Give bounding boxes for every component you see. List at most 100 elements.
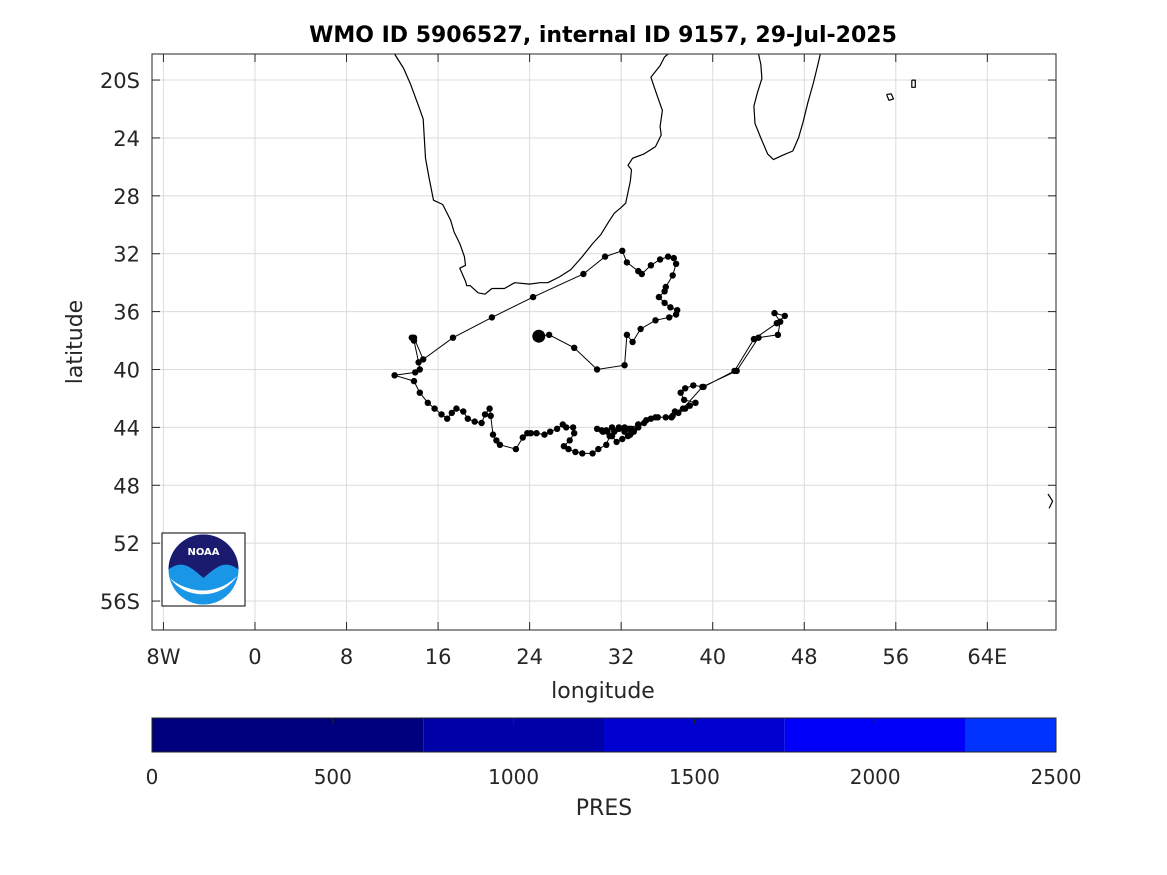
trajectory-detail-point-28 — [580, 270, 587, 278]
trajectory-detail-point-17 — [669, 272, 676, 279]
x-tick-label-9: 64E — [967, 645, 1007, 669]
trajectory-point-77 — [652, 414, 659, 421]
trajectory-point-62 — [690, 382, 697, 389]
trajectory-detail-point-29 — [529, 293, 537, 301]
trajectory-point-74 — [679, 405, 687, 412]
colorbar-segment-4 — [965, 718, 1056, 752]
x-tick-label-8: 56 — [882, 645, 909, 669]
y-tick-label-7: 48 — [113, 474, 140, 498]
y-tick-label-2: 28 — [113, 185, 140, 209]
trajectory-point-37 — [560, 443, 568, 450]
trajectory-point-16 — [471, 418, 478, 425]
logo-wave — [170, 576, 237, 595]
y-tick-label-6: 44 — [113, 416, 140, 440]
trajectory-detail-point-12 — [667, 304, 674, 311]
trajectory-point-25 — [519, 434, 526, 441]
trajectory-detail-point-5 — [623, 331, 631, 338]
y-tick-label-9: 56S — [100, 590, 140, 614]
trajectory-point-71 — [755, 334, 762, 341]
colorbar-ticks: 0 500 1000 1500 2000 2500 — [146, 718, 1082, 789]
trajectory-detail-point-4 — [621, 362, 628, 369]
y-tick-label-8: 52 — [113, 532, 140, 556]
coastline-reunion-island — [886, 93, 895, 101]
x-tick-label-7: 48 — [791, 645, 818, 669]
trajectory-point-6 — [410, 377, 418, 385]
x-tick-label-2: 8 — [340, 645, 353, 669]
trajectory-point-12 — [448, 409, 455, 417]
map-axes: 8W 0 8 16 24 32 40 48 56 64E 20S 24 28 32 36 40 44 48 52 5… — [100, 53, 1057, 669]
trajectory-detail-point-13 — [661, 299, 668, 307]
trajectory-point-34 — [569, 424, 577, 431]
trajectory-detail-point-26 — [619, 247, 626, 254]
trajectory-detail-point-31 — [449, 334, 457, 341]
trajectory-point-29 — [541, 431, 548, 438]
x-tick-labels: 8W 0 8 16 24 32 40 48 56 64E — [146, 645, 1007, 669]
trajectory-point-73 — [699, 383, 706, 391]
x-tick-label-5: 32 — [608, 645, 635, 669]
trajectory-detail-point-18 — [672, 260, 680, 267]
colorbar-tick-label-0: 0 — [146, 765, 159, 789]
trajectory-point-30 — [547, 428, 554, 435]
trajectory-point-3 — [416, 366, 423, 373]
trajectory-detail-point-1 — [545, 331, 553, 338]
colorbar-tick-label-5: 2500 — [1031, 765, 1082, 789]
colorbar-segment-0 — [152, 718, 424, 752]
colorbar-tick-label-4: 2000 — [850, 765, 901, 789]
y-tick-label-1: 24 — [113, 127, 140, 151]
trajectory-detail-line — [413, 250, 678, 371]
trajectory-point-61 — [682, 385, 689, 392]
trajectory-detail-point-2 — [571, 344, 578, 351]
trajectory-point-10 — [438, 411, 445, 418]
y-tick-label-5: 40 — [113, 358, 140, 382]
colorbar-label: PRES — [576, 796, 632, 821]
trajectory-point-94 — [630, 428, 637, 435]
trajectory-point-95 — [626, 425, 633, 432]
trajectory-point-9 — [431, 405, 438, 412]
trajectory-point-33 — [563, 424, 570, 431]
trajectory-point-91 — [615, 425, 623, 432]
x-tick-label-6: 40 — [699, 645, 726, 669]
coastline-mauritius-island — [911, 79, 916, 88]
trajectory-point-7 — [416, 389, 423, 396]
figure-title: WMO ID 5906527, internal ID 9157, 29-Jul… — [309, 23, 897, 48]
trajectory-point-38 — [565, 445, 572, 453]
trajectory-point-57 — [686, 402, 693, 409]
trajectory-detail-point-19 — [670, 254, 677, 262]
trajectory-point-4 — [412, 369, 419, 376]
coastline-madagascar — [753, 53, 821, 161]
trajectory-point-60 — [677, 389, 684, 396]
trajectory-point-5 — [391, 372, 398, 379]
trajectory-point-19 — [486, 405, 493, 412]
y-tick-label-4: 36 — [113, 301, 140, 325]
trajectory-point-69 — [777, 318, 784, 325]
x-tick-label-4: 24 — [516, 645, 543, 669]
trajectory-point-59 — [680, 396, 688, 404]
trajectory-point-21 — [489, 431, 497, 438]
coastline-africa-west-coast — [394, 53, 669, 295]
trajectory-point-40 — [579, 450, 586, 457]
grid-lines — [152, 54, 1056, 630]
trajectory-point-83 — [613, 438, 620, 446]
y-tick-labels: 20S 24 28 32 36 40 44 48 52 56S — [100, 69, 140, 614]
colorbar-frame — [151, 717, 1057, 753]
trajectory-detail-point-14 — [655, 293, 663, 301]
trajectory-point-82 — [619, 435, 626, 443]
plot-background — [152, 54, 1056, 630]
trajectory-point-39 — [572, 448, 579, 456]
axis-ticks — [152, 54, 1056, 630]
trajectory-point-78 — [643, 417, 650, 424]
trajectory-point-42 — [595, 445, 602, 453]
trajectory-point-58 — [692, 399, 699, 406]
trajectory-detail-point-22 — [647, 262, 655, 269]
x-tick-label-3: 16 — [425, 645, 452, 669]
trajectory-point-8 — [424, 399, 431, 406]
trajectory-point-15 — [464, 415, 471, 422]
trajectory-point-84 — [608, 432, 616, 440]
colorbar-tick-label-2: 1000 — [488, 765, 539, 789]
trajectory-point-14 — [460, 408, 467, 415]
trajectory-detail-point-6 — [629, 338, 636, 346]
trajectory-point-87 — [593, 425, 601, 432]
trajectory-point-24 — [512, 445, 520, 453]
y-tick-label-0: 20S — [100, 69, 140, 93]
logo-text: NOAA — [187, 547, 219, 558]
